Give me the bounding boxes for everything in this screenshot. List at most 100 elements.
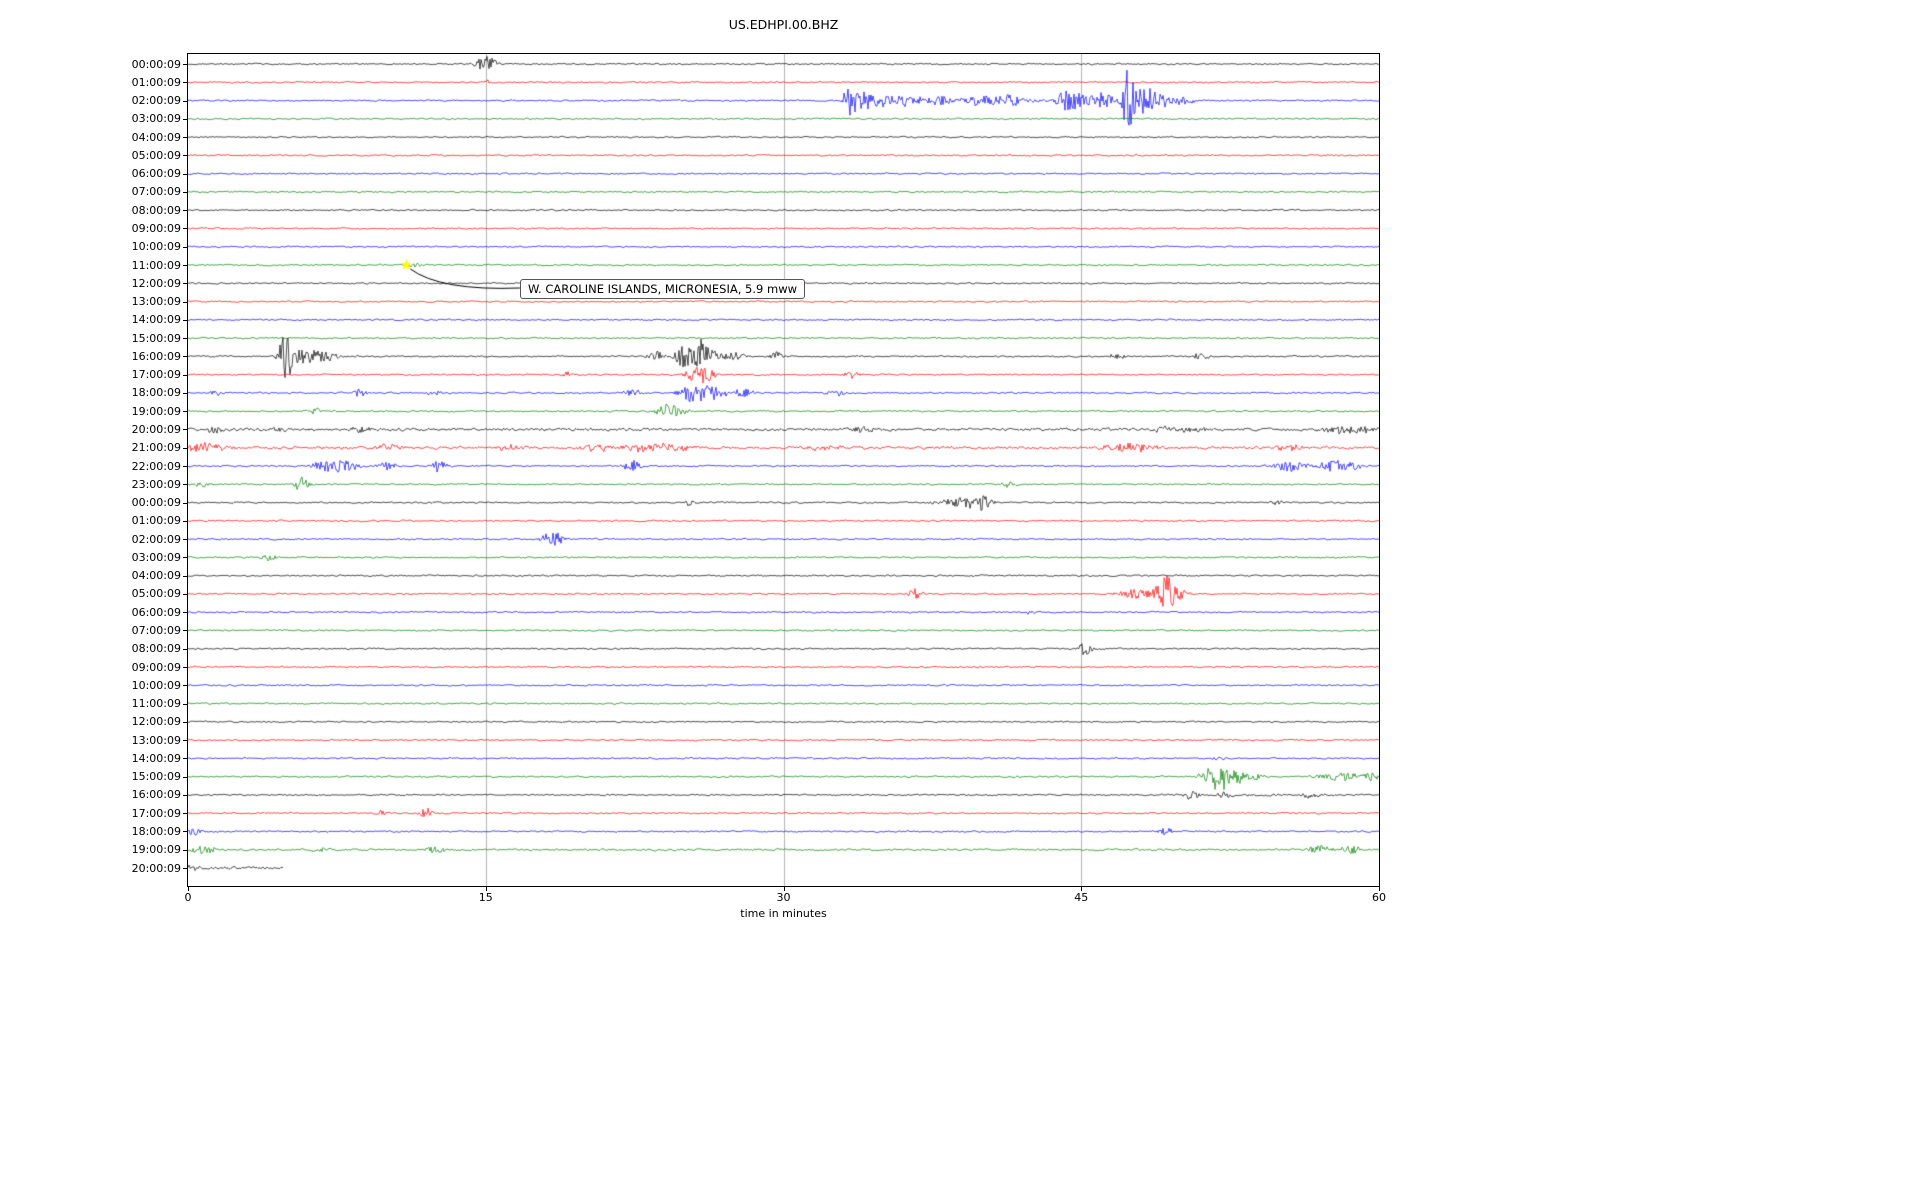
y-tick-mark: [183, 776, 187, 778]
y-tick-label: 16:00:09: [131, 788, 181, 802]
y-tick-mark: [183, 813, 187, 815]
y-tick-mark: [183, 100, 187, 102]
y-tick-mark: [183, 868, 187, 869]
y-tick-label: 19:00:09: [131, 843, 181, 857]
y-tick-label: 05:00:09: [131, 148, 181, 162]
x-tick-label: 30: [776, 891, 791, 904]
y-tick-mark: [183, 429, 187, 431]
y-tick-mark: [183, 849, 187, 851]
y-tick-label: 00:00:09: [131, 496, 181, 510]
y-tick-label: 07:00:09: [131, 185, 181, 199]
y-tick-mark: [183, 721, 187, 723]
y-tick-label: 09:00:09: [131, 221, 181, 235]
y-tick-label: 11:00:09: [131, 258, 181, 272]
x-tick-label: 45: [1074, 891, 1089, 904]
y-tick-label: 14:00:09: [131, 751, 181, 765]
y-tick-mark: [183, 173, 187, 175]
x-tick-mark: [783, 887, 785, 891]
x-tick-label: 60: [1372, 891, 1386, 904]
y-tick-mark: [183, 155, 187, 157]
helicorder-canvas: [188, 54, 1379, 886]
y-tick-mark: [183, 794, 187, 796]
y-tick-label: 04:00:09: [131, 569, 181, 583]
y-tick-mark: [183, 411, 187, 413]
y-tick-mark: [183, 539, 187, 541]
y-tick-mark: [183, 484, 187, 486]
y-tick-mark: [183, 557, 187, 559]
y-tick-label: 08:00:09: [131, 203, 181, 217]
y-tick-label: 18:00:09: [131, 824, 181, 838]
x-tick-mark: [188, 887, 189, 891]
x-tick-mark: [1379, 887, 1380, 891]
y-tick-label: 20:00:09: [131, 861, 181, 875]
y-tick-label: 02:00:09: [131, 94, 181, 108]
y-tick-label: 04:00:09: [131, 130, 181, 144]
y-tick-label: 17:00:09: [131, 806, 181, 820]
x-tick-label: 15: [478, 891, 493, 904]
y-tick-mark: [183, 466, 187, 467]
y-tick-label: 13:00:09: [131, 733, 181, 747]
y-tick-label: 10:00:09: [131, 240, 181, 254]
y-tick-mark: [183, 630, 187, 632]
y-tick-mark: [183, 228, 187, 230]
plot-border: [187, 53, 1380, 887]
y-tick-label: 14:00:09: [131, 313, 181, 327]
y-tick-label: 09:00:09: [131, 660, 181, 674]
y-tick-mark: [183, 319, 187, 321]
y-tick-mark: [183, 648, 187, 650]
y-tick-mark: [183, 392, 187, 394]
y-tick-label: 12:00:09: [131, 715, 181, 729]
y-tick-label: 15:00:09: [131, 770, 181, 784]
y-tick-mark: [183, 301, 187, 303]
y-tick-label: 06:00:09: [131, 605, 181, 619]
y-tick-mark: [183, 593, 187, 595]
y-tick-mark: [183, 758, 187, 760]
y-tick-mark: [183, 667, 187, 668]
y-tick-mark: [183, 265, 187, 266]
y-tick-mark: [183, 137, 187, 139]
y-tick-label: 11:00:09: [131, 697, 181, 711]
event-annotation-label: W. CAROLINE ISLANDS, MICRONESIA, 5.9 mww: [520, 279, 806, 299]
y-tick-mark: [183, 283, 187, 285]
y-tick-label: 17:00:09: [131, 368, 181, 382]
y-tick-mark: [183, 374, 187, 376]
y-tick-label: 22:00:09: [131, 459, 181, 473]
x-tick-mark: [485, 887, 487, 891]
y-tick-mark: [183, 338, 187, 340]
y-tick-mark: [183, 612, 187, 614]
y-tick-label: 06:00:09: [131, 167, 181, 181]
y-tick-label: 20:00:09: [131, 422, 181, 436]
x-axis-title: time in minutes: [740, 907, 827, 920]
y-tick-label: 01:00:09: [131, 514, 181, 528]
y-tick-mark: [183, 64, 187, 65]
y-tick-label: 10:00:09: [131, 678, 181, 692]
y-tick-mark: [183, 502, 187, 504]
y-tick-mark: [183, 118, 187, 120]
chart-title: US.EDHPI.00.BHZ: [728, 17, 839, 32]
y-tick-label: 12:00:09: [131, 276, 181, 290]
y-tick-mark: [183, 447, 187, 449]
y-tick-label: 03:00:09: [131, 112, 181, 126]
y-tick-mark: [183, 831, 187, 833]
y-tick-mark: [183, 575, 187, 577]
y-tick-label: 08:00:09: [131, 642, 181, 656]
y-tick-mark: [183, 191, 187, 193]
y-tick-mark: [183, 210, 187, 212]
y-tick-label: 07:00:09: [131, 623, 181, 637]
x-tick-label: 0: [184, 891, 192, 904]
y-tick-label: 00:00:09: [131, 57, 181, 71]
y-tick-label: 02:00:09: [131, 532, 181, 546]
y-tick-mark: [183, 740, 187, 742]
y-tick-mark: [183, 356, 187, 358]
y-tick-label: 13:00:09: [131, 295, 181, 309]
y-tick-label: 16:00:09: [131, 349, 181, 363]
y-tick-label: 05:00:09: [131, 587, 181, 601]
x-tick-mark: [1081, 887, 1083, 891]
y-tick-mark: [183, 246, 187, 248]
y-tick-label: 18:00:09: [131, 386, 181, 400]
y-tick-label: 23:00:09: [131, 477, 181, 491]
y-tick-label: 19:00:09: [131, 404, 181, 418]
y-tick-mark: [183, 703, 187, 705]
y-tick-label: 03:00:09: [131, 550, 181, 564]
